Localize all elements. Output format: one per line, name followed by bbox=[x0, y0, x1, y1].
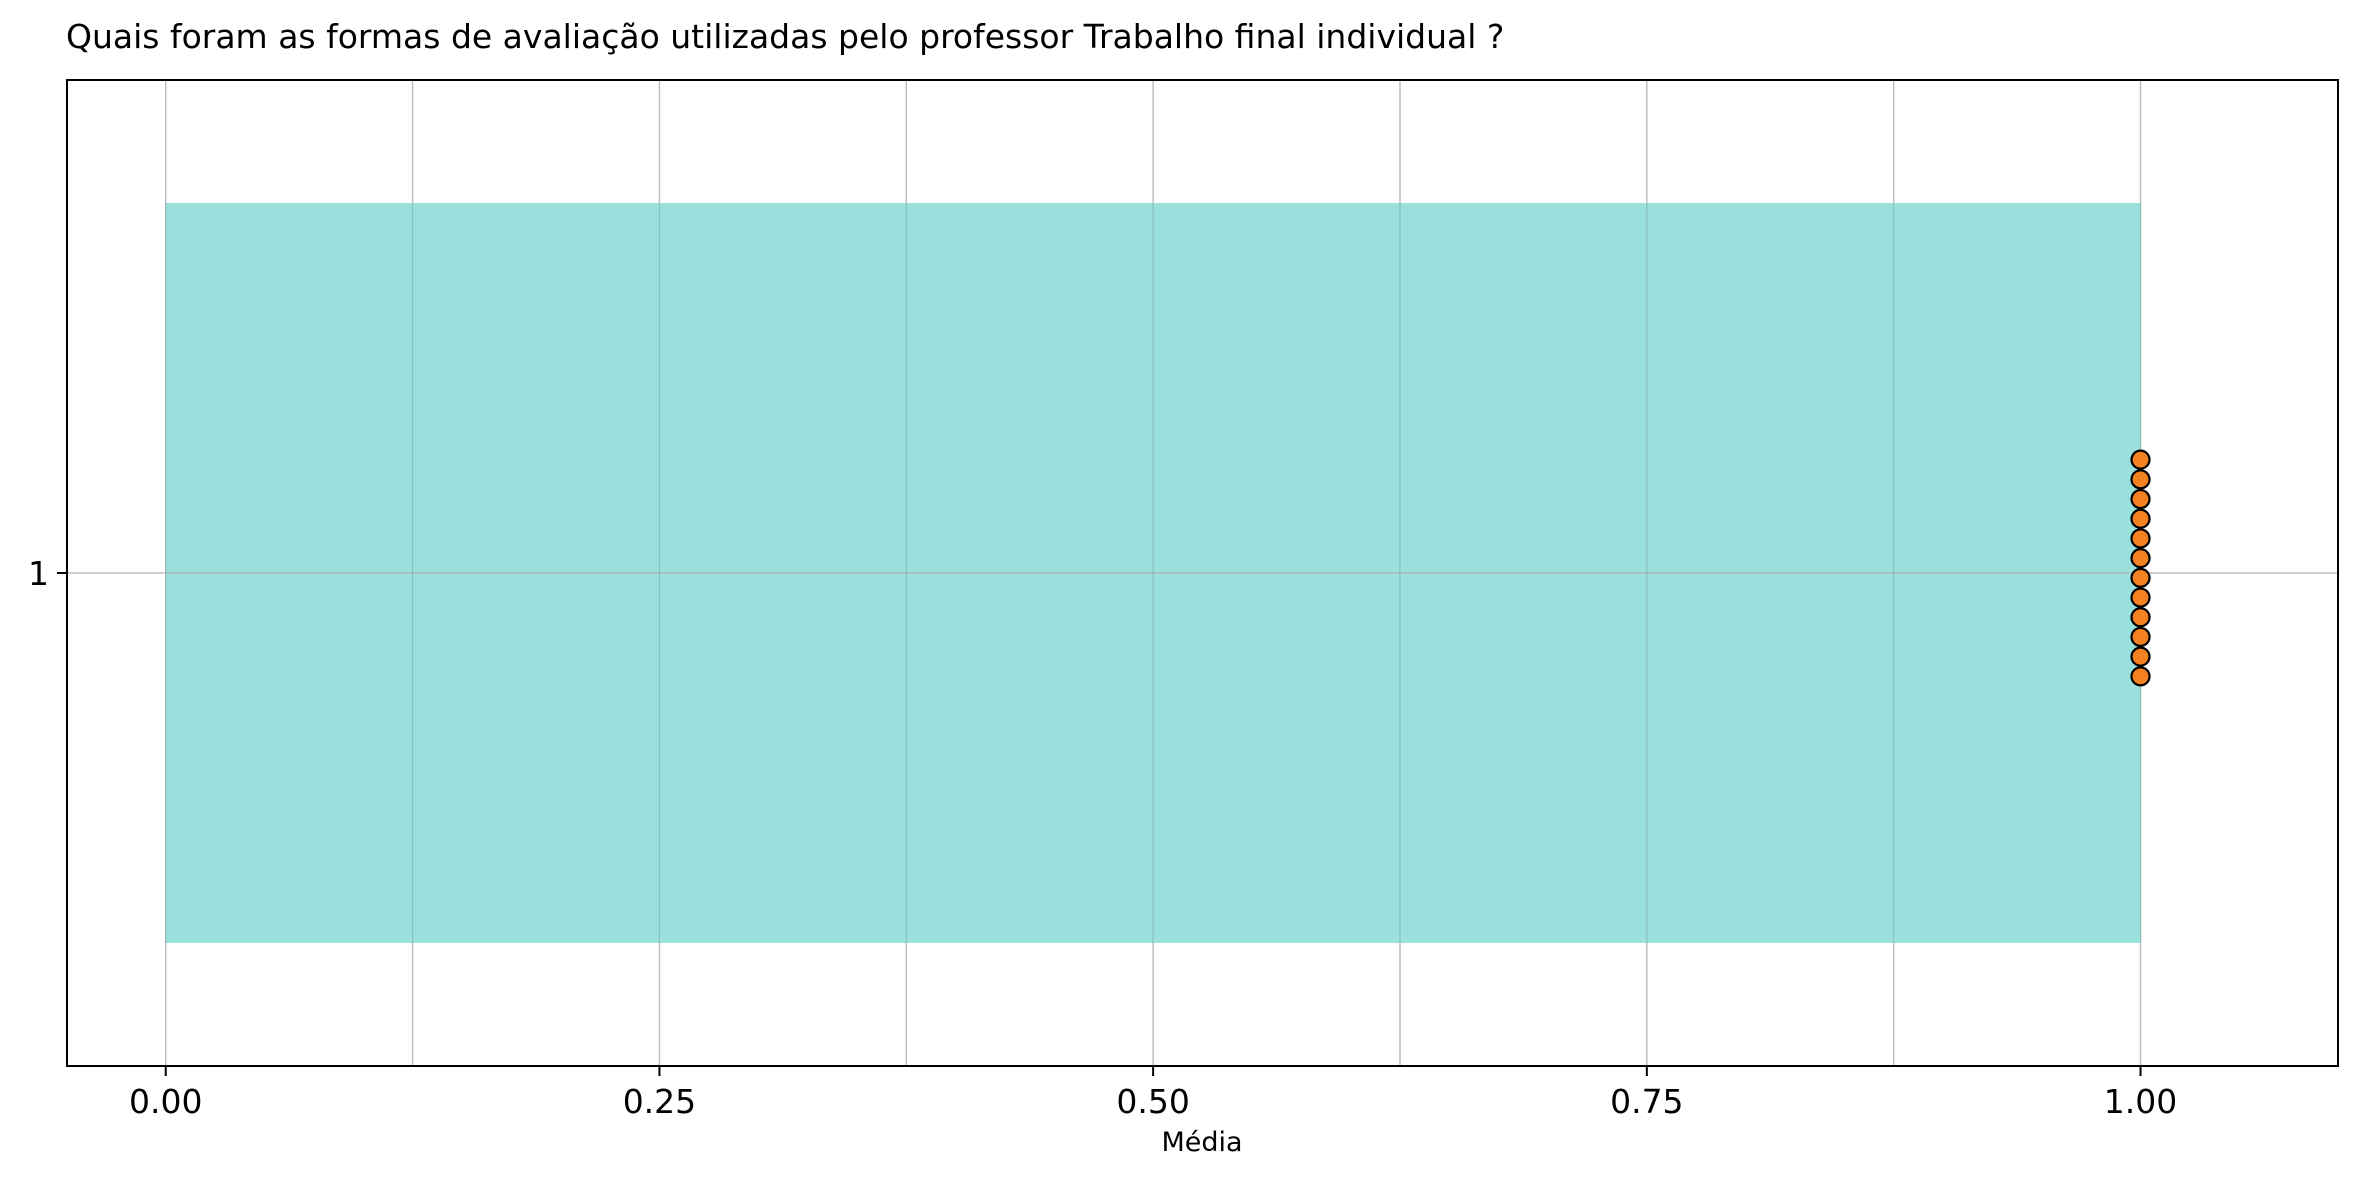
data-points bbox=[2130, 449, 2151, 687]
x-axis-label: Média bbox=[1161, 1127, 1242, 1158]
x-tick-label: 1.00 bbox=[2104, 1082, 2177, 1121]
data-point bbox=[2130, 508, 2151, 529]
data-point bbox=[2130, 666, 2151, 687]
data-point bbox=[2130, 587, 2151, 608]
data-point bbox=[2130, 548, 2151, 569]
data-point bbox=[2130, 646, 2151, 667]
y-axis-ticks: 1 bbox=[28, 554, 67, 593]
data-point bbox=[2130, 626, 2151, 648]
data-point bbox=[2130, 528, 2151, 549]
x-axis-ticks: 0.00 0.25 0.50 0.75 1.00 bbox=[129, 1066, 2177, 1121]
chart-title: Quais foram as formas de avaliação utili… bbox=[66, 17, 1504, 56]
data-point bbox=[2130, 449, 2151, 470]
data-point bbox=[2130, 607, 2151, 628]
x-tick-label: 0.00 bbox=[129, 1082, 202, 1121]
x-tick-label: 0.75 bbox=[1610, 1082, 1683, 1121]
x-tick-label: 0.50 bbox=[1116, 1082, 1189, 1121]
data-point bbox=[2130, 488, 2151, 510]
data-point bbox=[2130, 567, 2151, 588]
y-tick-label: 1 bbox=[28, 554, 49, 593]
x-tick-label: 0.25 bbox=[623, 1082, 696, 1121]
data-point bbox=[2130, 469, 2151, 490]
